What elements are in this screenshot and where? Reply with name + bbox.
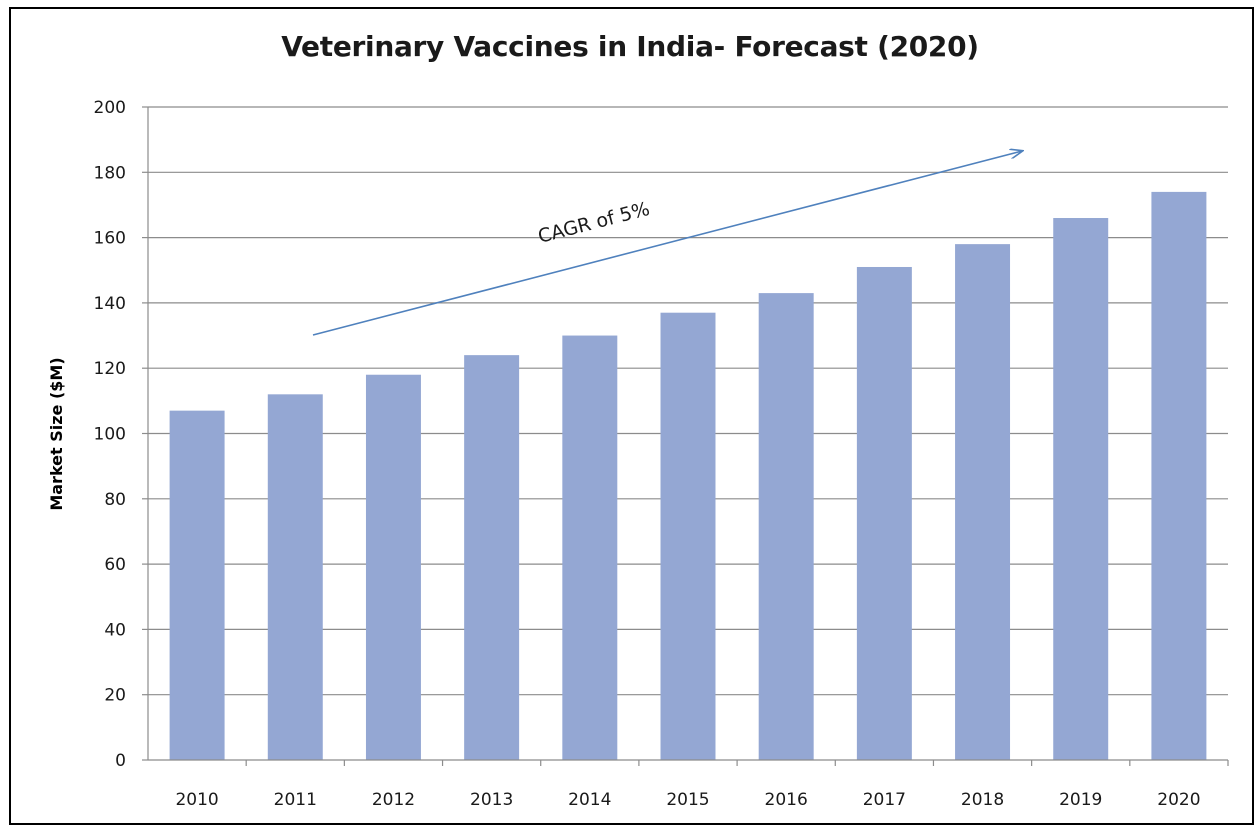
y-tick-label: 180 (94, 163, 126, 183)
bar-2011 (267, 394, 323, 760)
y-tick-label: 0 (115, 751, 126, 771)
bar-2016 (758, 293, 814, 760)
x-tick-label-2018: 2018 (961, 790, 1004, 810)
chart-title: Veterinary Vaccines in India- Forecast (… (281, 30, 979, 63)
x-tick-label-2015: 2015 (666, 790, 709, 810)
y-tick-label: 80 (104, 490, 126, 510)
bar-2012 (365, 374, 421, 760)
bar-2015 (660, 312, 716, 760)
x-tick-label-2016: 2016 (765, 790, 808, 810)
bar-2017 (856, 266, 912, 760)
y-tick-label: 40 (104, 620, 126, 640)
bar-2020 (1151, 191, 1207, 760)
y-tick-label: 140 (94, 294, 126, 314)
bar-2010 (169, 410, 225, 760)
y-tick-label: 20 (104, 686, 126, 706)
x-tick-label-2014: 2014 (568, 790, 611, 810)
x-tick-label-2017: 2017 (863, 790, 906, 810)
cagr-arrow (312, 151, 1022, 336)
y-axis-label: Market Size ($M) (47, 357, 66, 510)
y-tick-label: 60 (104, 555, 126, 575)
bar-2018 (955, 244, 1011, 760)
x-tick-label-2020: 2020 (1157, 790, 1200, 810)
x-tick-label-2011: 2011 (274, 790, 317, 810)
bar-2013 (464, 355, 520, 760)
y-tick-label: 120 (94, 359, 126, 379)
y-tick-label: 100 (94, 425, 126, 445)
y-tick-label: 200 (94, 98, 126, 118)
cagr-annotation: CAGR of 5% (536, 198, 652, 248)
x-tick-label-2019: 2019 (1059, 790, 1102, 810)
bar-2019 (1053, 218, 1109, 760)
y-tick-label: 160 (94, 229, 126, 249)
x-tick-label-2010: 2010 (175, 790, 218, 810)
x-tick-label-2012: 2012 (372, 790, 415, 810)
x-tick-label-2013: 2013 (470, 790, 513, 810)
bar-2014 (562, 335, 618, 760)
